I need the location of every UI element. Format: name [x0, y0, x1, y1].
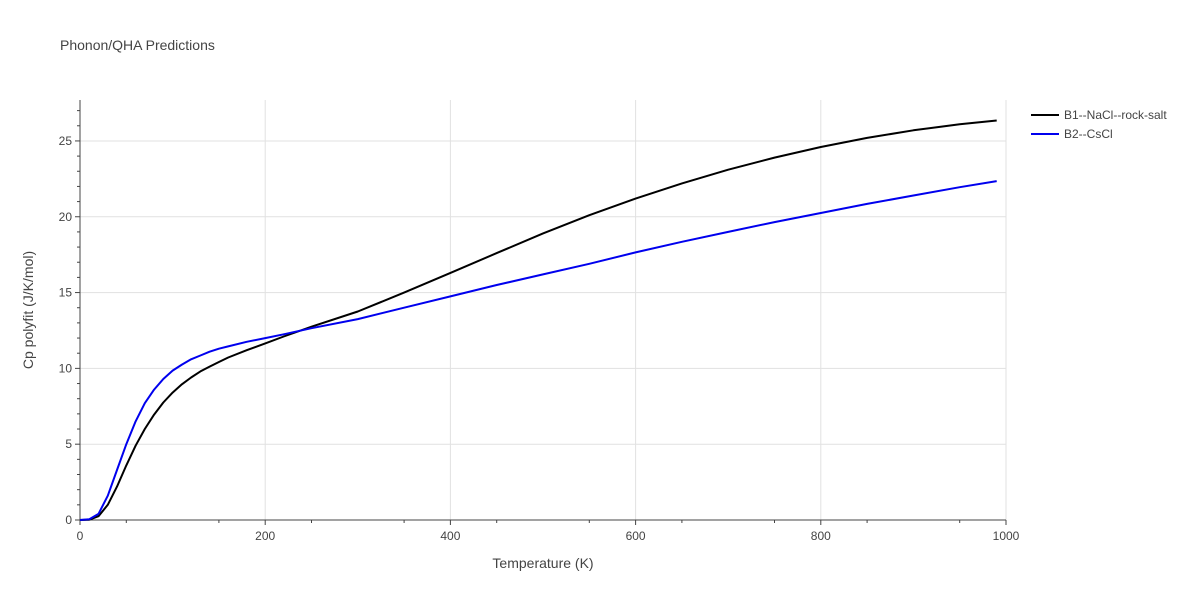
y-tick-label: 0 — [65, 513, 72, 527]
series-line-1 — [79, 119, 997, 521]
y-tick-label: 25 — [59, 134, 73, 148]
y-tick-label: 20 — [59, 210, 73, 224]
chart-title: Phonon/QHA Predictions — [60, 37, 215, 53]
legend-item-1[interactable]: B1--NaCl--rock-salt — [1031, 108, 1167, 122]
y-tick-label: 5 — [65, 437, 72, 451]
axes: 0 200 400 600 800 1000 0 5 10 15 20 25 — [59, 100, 1020, 543]
x-tick-label: 600 — [626, 529, 646, 543]
legend-item-2[interactable]: B2--CsCl — [1031, 127, 1113, 141]
x-axis-title: Temperature (K) — [492, 555, 593, 571]
legend-label: B1--NaCl--rock-salt — [1064, 108, 1167, 122]
x-tick-label: 200 — [255, 529, 275, 543]
y-tick-label: 10 — [59, 361, 73, 375]
x-tick-label: 400 — [440, 529, 460, 543]
series-line-2 — [79, 180, 997, 521]
y-tick-label: 15 — [59, 286, 73, 300]
x-tick-label: 800 — [811, 529, 831, 543]
x-tick-label: 0 — [77, 529, 84, 543]
grid — [80, 100, 1007, 520]
legend-label: B2--CsCl — [1064, 127, 1113, 141]
x-tick-label: 1000 — [993, 529, 1020, 543]
y-axis-title: Cp polyfit (J/K/mol) — [20, 251, 36, 369]
series-lines — [79, 119, 997, 521]
legend[interactable]: B1--NaCl--rock-salt B2--CsCl — [1031, 108, 1167, 141]
